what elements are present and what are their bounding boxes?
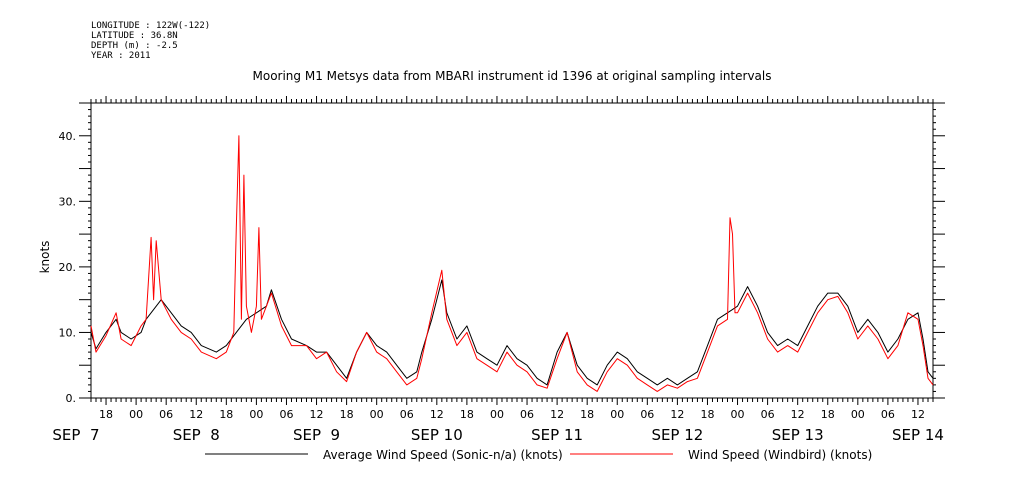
x-day-label: SEP 14: [892, 426, 944, 444]
legend-label-wind-speed-windbird: Wind Speed (Windbird) (knots): [688, 448, 872, 462]
y-tick-label: 20.: [59, 261, 77, 274]
x-tick-label: 00: [731, 408, 745, 421]
x-tick-label: 06: [640, 408, 654, 421]
axis-ticks: 18 00 06 12 18 00 06 12 18 00 06 12 18 00 06 12 18 00 06 12…: [52, 96, 945, 444]
x-tick-label: 18: [340, 408, 354, 421]
x-tick-label: 06: [881, 408, 895, 421]
x-tick-label: 12: [670, 408, 684, 421]
data-series: [90, 135, 934, 392]
plot-frame: [90, 102, 934, 399]
x-tick-label: 12: [430, 408, 444, 421]
x-day-label: SEP 12: [651, 426, 703, 444]
x-tick-label: 12: [310, 408, 324, 421]
legend: Average Wind Speed (Sonic-n/a) (knots) Wi…: [205, 448, 872, 462]
x-tick-label: 12: [791, 408, 805, 421]
x-day-label: SEP 11: [531, 426, 583, 444]
x-tick-label: 00: [129, 408, 143, 421]
x-tick-label: 00: [490, 408, 504, 421]
x-tick-label: 00: [610, 408, 624, 421]
header-year: YEAR : 2011: [91, 51, 151, 61]
x-tick-label: 12: [911, 408, 925, 421]
x-day-label: SEP 9: [293, 426, 340, 444]
x-tick-label: 12: [550, 408, 564, 421]
y-tick-label: 10.: [59, 326, 77, 339]
y-tick-label: 40.: [59, 130, 77, 143]
x-tick-label: 00: [370, 408, 384, 421]
x-tick-label: 00: [249, 408, 263, 421]
x-day-label: SEP 8: [173, 426, 220, 444]
header-latitude: LATITUDE : 36.8N: [91, 31, 178, 41]
x-tick-label: 18: [580, 408, 594, 421]
series-line-average-wind-speed: [90, 279, 934, 386]
x-tick-label: 06: [279, 408, 293, 421]
x-day-label: SEP 13: [772, 426, 824, 444]
x-tick-label: 06: [520, 408, 534, 421]
x-tick-label: 06: [761, 408, 775, 421]
x-tick-label: 00: [851, 408, 865, 421]
chart-title: Mooring M1 Metsys data from MBARI instru…: [253, 69, 772, 83]
header-longitude: LONGITUDE : 122W(-122): [91, 21, 211, 31]
x-tick-label: 18: [821, 408, 835, 421]
x-tick-label: 18: [460, 408, 474, 421]
y-axis-label: knots: [38, 241, 52, 274]
x-tick-label: 18: [700, 408, 714, 421]
x-day-label: SEP 7: [52, 426, 99, 444]
series-line-wind-speed-windbird: [90, 135, 934, 392]
y-tick-label: 0.: [66, 392, 77, 405]
x-tick-label: 12: [189, 408, 203, 421]
y-tick-label: 30.: [59, 195, 77, 208]
x-tick-label: 18: [219, 408, 233, 421]
header-depth: DEPTH (m) : -2.5: [91, 41, 178, 51]
x-tick-label: 06: [400, 408, 414, 421]
legend-label-average-wind-speed: Average Wind Speed (Sonic-n/a) (knots): [323, 448, 563, 462]
x-day-label: SEP 10: [411, 426, 463, 444]
x-tick-label: 18: [99, 408, 113, 421]
x-tick-label: 06: [159, 408, 173, 421]
